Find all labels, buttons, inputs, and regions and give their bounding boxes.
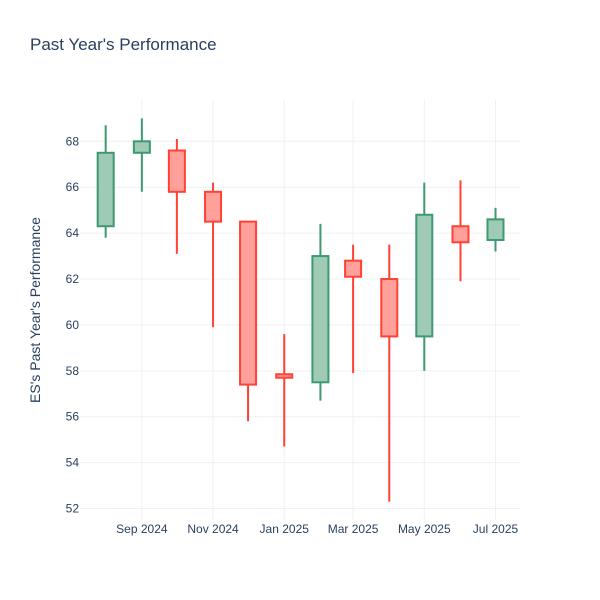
candle-body [132, 140, 151, 154]
y-tick-label: 66 [66, 180, 80, 194]
candle-decreasing [344, 244, 363, 374]
candle-increasing [486, 207, 505, 252]
candle-body [486, 218, 505, 242]
candle-increasing [415, 182, 434, 371]
candle-decreasing [167, 139, 186, 254]
candle-body [275, 373, 294, 379]
candle-decreasing [451, 180, 470, 282]
candle-increasing [96, 125, 115, 238]
y-tick-label: 60 [66, 318, 80, 332]
candle-body [239, 220, 258, 386]
y-tick-label: 68 [66, 134, 80, 148]
chart-title: Past Year's Performance [30, 35, 217, 54]
x-tick-label: Jan 2025 [260, 522, 310, 536]
y-tick-label: 56 [66, 410, 80, 424]
candle-body [380, 278, 399, 338]
x-tick-label: Nov 2024 [187, 522, 239, 536]
candle-body [415, 213, 434, 338]
candle-layer [96, 118, 505, 502]
x-tick-label: Sep 2024 [116, 522, 168, 536]
x-axis-ticks: Sep 2024 Nov 2024 Jan 2025 Mar 2025 May 2025… [116, 522, 518, 536]
y-axis-label: ES's Past Year's Performance [27, 217, 43, 403]
x-tick-label: May 2025 [398, 522, 451, 536]
candle-decreasing [204, 182, 223, 328]
candle-body [167, 149, 186, 193]
candle-increasing [311, 223, 330, 401]
candle-decreasing [380, 244, 399, 502]
y-tick-label: 54 [66, 456, 80, 470]
candle-body [344, 259, 363, 278]
x-tick-label: Jul 2025 [473, 522, 519, 536]
candle-decreasing [239, 220, 258, 422]
candle-body [451, 225, 470, 244]
y-tick-label: 62 [66, 272, 80, 286]
candle-body [311, 255, 330, 384]
y-tick-label: 58 [66, 364, 80, 378]
candle-decreasing [275, 334, 294, 447]
x-tick-label: Mar 2025 [328, 522, 379, 536]
candle-body [96, 151, 115, 228]
candle-body [204, 190, 223, 223]
candle-increasing [132, 118, 151, 192]
y-axis-ticks: 52 54 56 58 60 62 64 66 68 [66, 134, 80, 515]
y-tick-label: 52 [66, 502, 80, 516]
y-tick-label: 64 [66, 226, 80, 240]
